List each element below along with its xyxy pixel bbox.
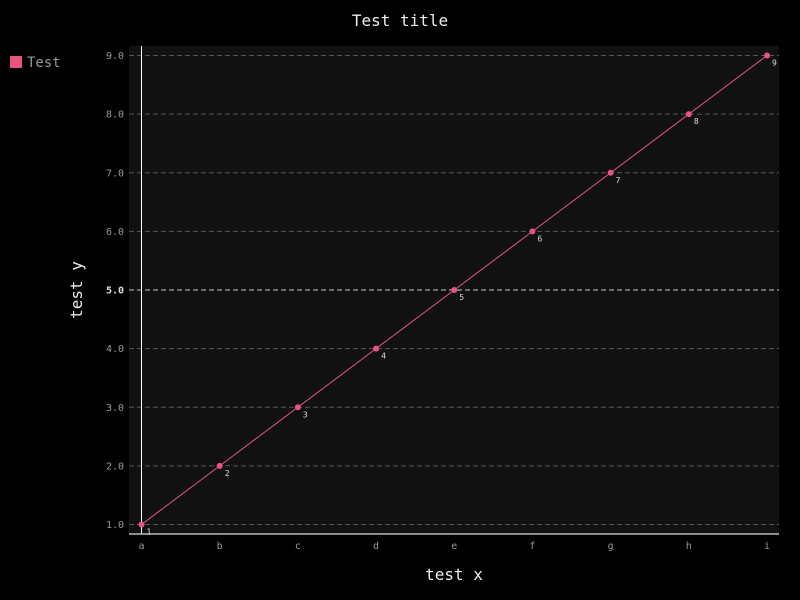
data-point[interactable]	[764, 52, 770, 59]
data-point[interactable]	[685, 111, 692, 118]
axes	[129, 46, 779, 535]
data-point[interactable]	[294, 404, 301, 411]
y-tick-label: 3.0	[106, 403, 124, 414]
y-axis-title: test y	[67, 261, 86, 319]
data-point[interactable]	[373, 345, 380, 352]
x-tick-label: c	[295, 541, 301, 552]
data-label: 5	[459, 293, 464, 302]
y-tick-label: 1.0	[106, 520, 124, 531]
x-tick-label: f	[529, 541, 535, 552]
data-point[interactable]	[138, 521, 145, 528]
x-tick-labels: a b c d e f g h i	[138, 541, 770, 552]
data-point[interactable]	[216, 462, 223, 469]
legend-label[interactable]: Test	[27, 55, 61, 71]
data-point[interactable]	[451, 287, 458, 293]
x-tick-label: d	[373, 541, 379, 552]
x-tick-label: h	[686, 541, 692, 552]
data-label: 4	[381, 352, 386, 361]
y-tick-label: 7.0	[106, 168, 124, 179]
data-label: 1	[147, 528, 152, 537]
data-point[interactable]	[607, 169, 614, 176]
data-label: 9	[772, 59, 777, 68]
legend-swatch[interactable]	[10, 56, 22, 68]
chart-title: Test title	[352, 11, 448, 30]
x-tick-label: g	[608, 541, 614, 552]
x-tick-label: a	[138, 541, 144, 552]
x-axis-title: test x	[425, 565, 483, 584]
data-label: 6	[537, 234, 542, 243]
y-tick-label: 5.0	[106, 286, 124, 297]
series: 1 2 3 4 5 6 7 8 9	[138, 52, 777, 537]
x-tick-label: b	[217, 541, 223, 552]
data-label: 7	[616, 176, 621, 185]
data-point[interactable]	[529, 228, 536, 235]
data-label: 2	[225, 469, 230, 478]
x-tick-label: i	[764, 541, 770, 552]
y-tick-label: 2.0	[106, 461, 124, 472]
data-label: 3	[303, 410, 308, 419]
y-tick-labels: 1.0 2.0 3.0 4.0 5.0 6.0 7.0 8.0 9.0	[106, 51, 124, 531]
x-tick-label: e	[451, 541, 457, 552]
legend[interactable]: Test	[10, 55, 61, 71]
y-tick-label: 6.0	[106, 227, 124, 238]
y-tick-label: 9.0	[106, 51, 124, 62]
y-tick-label: 8.0	[106, 110, 124, 121]
y-tick-label: 4.0	[106, 344, 124, 355]
data-label: 8	[694, 117, 699, 126]
